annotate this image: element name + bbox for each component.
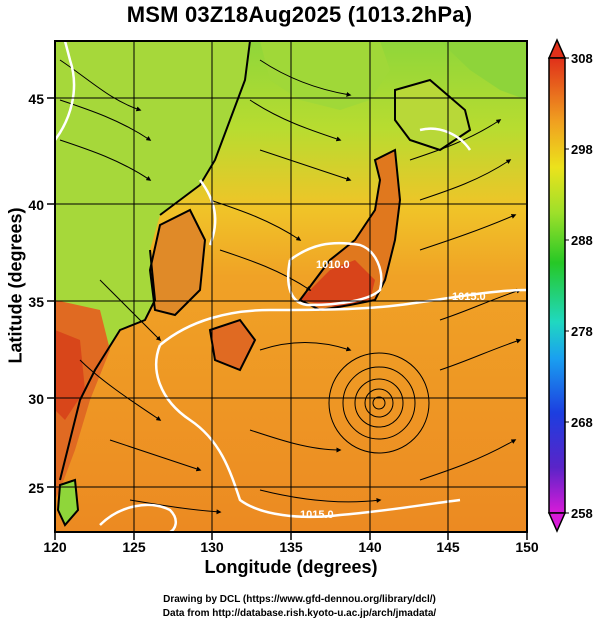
isobars: [55, 41, 527, 532]
colorbar-max-arrow: [547, 38, 567, 59]
colorbar-tick-label: 268: [571, 415, 593, 430]
credit-drawing: Drawing by DCL (https://www.gfd-dennou.o…: [163, 594, 436, 605]
y-tick-label: 30: [28, 391, 44, 407]
y-tick-label: 35: [28, 294, 44, 310]
colorbar-tick-label: 278: [571, 324, 593, 339]
x-tick-label: 145: [436, 539, 460, 555]
contour-label: 1010.0: [316, 259, 350, 271]
colorbar-min-arrow: [547, 512, 567, 533]
x-axis-title: Longitude (degrees): [204, 557, 378, 577]
chart-title: MSM 03Z18Aug2025 (1013.2hPa): [126, 2, 473, 27]
land-honshu-hot: [300, 260, 375, 308]
land-korea: [150, 210, 205, 315]
credit-data-source: Data from http://database.rish.kyoto-u.a…: [162, 608, 437, 619]
y-tick-label: 40: [28, 197, 44, 213]
land-taiwan: [58, 480, 78, 525]
x-tick-label: 150: [515, 539, 539, 555]
x-tick-label: 125: [122, 539, 146, 555]
axis-ticks: [47, 97, 528, 540]
land-primorye: [260, 41, 390, 110]
colorbar-tick-label: 308: [571, 51, 593, 66]
cyclone-spiral: [328, 352, 430, 454]
streamlines: [59, 59, 522, 515]
x-tick-label: 130: [200, 539, 224, 555]
land-honshu: [300, 150, 400, 310]
y-tick-label: 45: [28, 91, 44, 107]
land-kyushu: [210, 320, 255, 370]
land-kurils: [440, 41, 527, 100]
coastlines: [56, 41, 472, 527]
x-tick-label: 120: [43, 539, 67, 555]
colorbar-tick-label: 258: [571, 506, 593, 521]
grid: [55, 41, 527, 532]
y-tick-label: 25: [28, 480, 44, 496]
x-tick-label: 140: [358, 539, 382, 555]
x-tick-label: 135: [279, 539, 303, 555]
colorbar-tick-label: 298: [571, 142, 593, 157]
colorbar-tick-label: 288: [571, 233, 593, 248]
colorbar: [547, 38, 569, 533]
y-axis-title: Latitude (degrees): [5, 207, 26, 364]
contour-label: 1015.0: [452, 291, 486, 303]
colorbar-gradient: [548, 57, 566, 514]
contour-label: 1015.0: [300, 509, 334, 521]
